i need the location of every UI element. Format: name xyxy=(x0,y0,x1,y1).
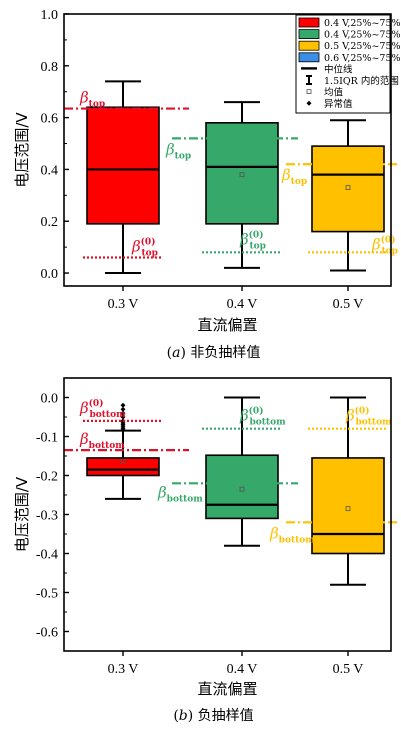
legend-item: 0.4 V,25%~75% xyxy=(298,29,401,41)
y-tick-label: -0.6 xyxy=(36,626,58,641)
beta-label: β(0) bottom xyxy=(239,406,286,428)
beta-label: β(0) bottom xyxy=(345,406,392,428)
beta-label: βbottom xyxy=(157,483,203,504)
beta-label: β(0) top xyxy=(239,229,266,251)
x-tick-label: 0.5 V xyxy=(333,297,364,312)
x-tick-label: 0.5 V xyxy=(333,662,364,677)
legend-swatch xyxy=(298,40,320,51)
legend-swatch xyxy=(298,17,320,28)
legend-item: 均值 xyxy=(306,87,344,99)
iqr-box xyxy=(311,457,385,555)
legend-label: 0.4 V,25%~75% xyxy=(324,30,401,41)
mean-marker xyxy=(345,506,351,512)
legend-label: 0.6 V,25%~75% xyxy=(324,53,401,64)
box-0_4V xyxy=(205,101,279,269)
x-tick-label: 0.4 V xyxy=(227,662,258,677)
legend-label: 0.5 V,25%~75% xyxy=(324,41,401,52)
legend-label: 0.4 V,25%~75% xyxy=(324,18,401,29)
legend-label: 中位线 xyxy=(324,63,353,75)
beta-label: β(0) top xyxy=(371,234,398,256)
mean-marker xyxy=(239,172,245,178)
y-tick-label: -0.4 xyxy=(36,548,58,563)
y-tick-label: -0.2 xyxy=(36,470,58,485)
legend-item: 异常值 xyxy=(306,98,353,110)
chart-panel-a: βtop β(0) top βtop β(0) top βtop β(0) top 0.0 0.2 0… xyxy=(13,8,401,361)
y-axis-label: 电压范围/V xyxy=(13,112,31,188)
figure-caption: (a) 非负抽样值 xyxy=(167,345,261,361)
legend-item: 0.4 V,25%~75% xyxy=(298,17,401,29)
y-tick-label: 0.4 xyxy=(41,163,59,178)
beta-label: βbottom xyxy=(79,430,125,451)
beta-label: β(0) top xyxy=(131,237,158,259)
plot-frame xyxy=(63,13,392,287)
y-tick-label: 1.0 xyxy=(41,8,59,23)
beta-label: βbottom xyxy=(269,524,315,545)
legend-item: 中位线 xyxy=(301,63,353,75)
iqr-box xyxy=(311,145,385,233)
box-0_5V xyxy=(311,396,385,586)
legend-outlier-marker xyxy=(306,100,312,106)
mean-marker xyxy=(345,185,351,190)
x-axis-label: 直流偏置 xyxy=(197,680,257,698)
legend-swatch xyxy=(298,52,320,63)
box-0_4V xyxy=(205,396,279,547)
y-tick-label: 0.0 xyxy=(41,267,59,282)
iqr-box xyxy=(205,122,279,225)
mean-marker xyxy=(120,458,126,464)
legend-item: 0.5 V,25%~75% xyxy=(298,40,401,52)
x-tick-label: 0.3 V xyxy=(108,662,139,677)
y-tick-label: -0.1 xyxy=(36,431,58,446)
outlier-point xyxy=(120,426,126,432)
x-axis-label: 直流偏置 xyxy=(197,316,257,334)
x-tick-label: 0.4 V xyxy=(227,297,258,312)
y-tick-label: 0.0 xyxy=(41,392,59,407)
legend: 0.4 V,25%~75%0.4 V,25%~75%0.5 V,25%~75%0… xyxy=(295,14,401,114)
y-tick-label: -0.5 xyxy=(36,587,58,602)
y-tick-label: 0.2 xyxy=(41,215,59,230)
outlier-point xyxy=(120,406,126,412)
outlier-point xyxy=(120,414,126,420)
legend-label: 均值 xyxy=(324,87,344,99)
legend-label: 异常值 xyxy=(324,98,353,110)
legend-mean-marker xyxy=(306,89,312,94)
legend-item: 0.6 V,25%~75% xyxy=(298,52,401,64)
outlier-point xyxy=(120,402,126,408)
y-axis-label: 电压范围/V xyxy=(13,476,31,552)
legend-label: 1.5IQR 内的范围 xyxy=(324,75,399,87)
box-0_3V xyxy=(86,80,160,275)
outlier-point xyxy=(120,410,126,416)
iqr-box xyxy=(86,106,160,225)
box-0_3V xyxy=(86,402,160,500)
beta-label: βtop xyxy=(79,89,105,110)
iqr-box xyxy=(86,457,160,477)
beta-label: βtop xyxy=(165,140,191,161)
box-0_5V xyxy=(311,119,385,272)
y-tick-label: 0.8 xyxy=(41,60,59,75)
mean-marker xyxy=(239,486,245,492)
x-tick-label: 0.3 V xyxy=(108,297,139,312)
figure-caption: (b) 负抽样值 xyxy=(173,708,253,724)
beta-label: β(0) bottom xyxy=(79,398,126,420)
y-tick-label: -0.3 xyxy=(36,509,58,524)
legend-swatch xyxy=(298,29,320,40)
chart-panel-b: β(0) bottom βbottom β(0) bottom βbottom β(0) bo… xyxy=(13,377,399,724)
legend-item: 1.5IQR 内的范围 xyxy=(306,75,399,87)
beta-label: βtop xyxy=(281,166,307,187)
y-tick-label: 0.6 xyxy=(41,112,59,127)
